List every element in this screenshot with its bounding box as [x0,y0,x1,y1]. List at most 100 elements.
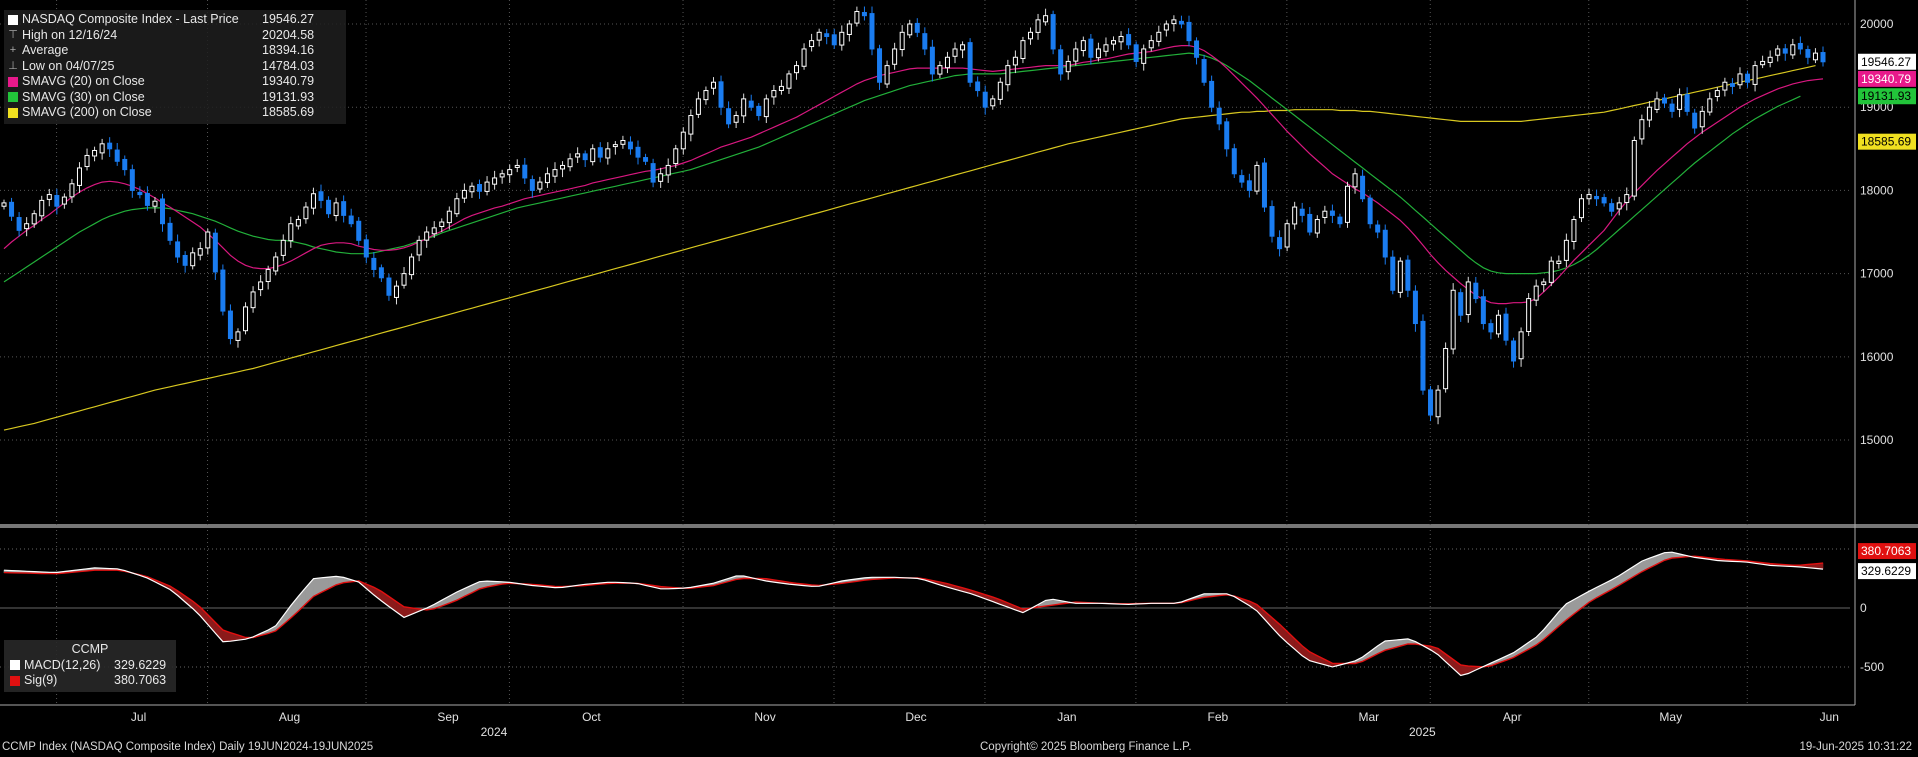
candle-body [76,167,82,186]
candle-body [303,206,309,220]
candle-body [937,65,943,75]
candle-body [1722,81,1728,91]
candle-body [824,33,830,37]
candle-body [1480,296,1486,325]
value-tags: 19546.27 19340.79 19131.93 18585.69 380.7063… [1858,53,1916,580]
candle-body [212,232,218,273]
candle-body [1533,285,1539,301]
legend-value: 18585.69 [262,105,315,119]
candle-body [1292,206,1298,225]
candle-body [884,65,890,85]
candle-body [665,164,671,176]
legend-swatch [8,76,18,87]
candle-body [250,291,256,309]
tag-label: 329.6229 [1861,564,1911,578]
candles [1,6,1826,425]
candle-body [967,42,973,83]
candle-body [1692,112,1698,129]
candle-body [243,306,249,332]
candle-body [597,147,603,158]
candle-body [1239,175,1245,183]
legend-row: ⊤ High on 12/16/24 20204.58 [8,28,340,44]
candle-body [658,173,664,182]
candle-body [235,331,241,341]
tag-background [1858,543,1916,560]
candle-body [1812,52,1818,61]
candle-body [710,81,716,89]
candle-body [1745,73,1751,83]
x-month-label: Mar [1359,710,1380,724]
macd-histogram-fill [207,614,216,634]
candle-body [160,198,166,225]
tag-background [1858,133,1916,150]
candle-body [1103,44,1109,52]
candle-body [544,173,550,184]
sma20-series [3,44,1824,305]
candle-body [1805,49,1811,58]
candle-body [446,210,452,224]
y-tick-label: 20000 [1860,17,1894,31]
candle-body [831,34,837,46]
candle-body [1058,49,1064,75]
candle-body [1699,110,1705,128]
candle-body [1216,107,1222,125]
candle-body [1465,281,1471,316]
candle-body [409,256,415,276]
candle-body [643,157,649,162]
candle-body [1095,48,1101,59]
candle-body [31,213,37,225]
candle-body [1133,44,1139,62]
candle-body [295,219,301,227]
candle-body [1601,197,1607,204]
legend-label: Low on 04/07/25 [22,58,115,73]
candle-body [529,179,535,191]
candle-body [590,148,596,163]
candle-body [1299,208,1305,216]
candle-body [499,173,505,178]
candle-body [771,90,777,98]
candle-body [846,23,852,35]
candle-body [190,252,196,267]
candle-body [288,223,294,242]
macd-legend: CCMP MACD(12,26) 329.6229 Sig(9) 380.7063 [4,640,176,692]
candle-body [84,154,90,168]
macd-legend-value: 329.6229 [114,657,167,672]
legend-label: SMAVG (30) on Close [22,89,145,104]
legend-row: SMAVG (20) on Close 19340.79 [8,74,340,90]
macd-legend-row: MACD(12,26) 329.6229 [10,658,170,674]
candle-body [1556,260,1562,264]
candle-body [620,139,626,145]
candle-body [61,196,67,205]
candle-body [1646,106,1652,121]
legend-glyph-icon: + [9,44,17,56]
candle-body [333,202,339,217]
candle-body [356,220,362,241]
candle-body [1382,229,1388,258]
tag-background [1858,53,1916,70]
candle-body [688,115,694,135]
candle-body [552,169,558,177]
candle-body [1760,60,1766,66]
candle-body [348,215,354,225]
candle-body [227,310,233,340]
candle-body [1080,40,1086,52]
candle-body [990,98,996,107]
legend-swatch [8,14,18,25]
candle-body [92,149,98,157]
candle-body [582,153,588,161]
candle-body [363,239,369,258]
candle-body [484,181,490,192]
macd-legend-title: CCMP [71,642,109,656]
legend-label: Average [22,43,69,57]
candle-body [997,81,1003,100]
legend-row: SMAVG (30) on Close 19131.93 [8,90,340,106]
candle-body [129,169,135,191]
legend-value: 14784.03 [262,58,315,73]
candle-body [726,108,732,125]
candle-body [431,227,437,235]
candle-body [778,85,784,91]
candle-body [114,149,120,162]
candle-body [514,164,520,168]
footer-timestamp: 19-Jun-2025 10:31:22 [1799,741,1912,753]
candle-body [733,115,739,123]
